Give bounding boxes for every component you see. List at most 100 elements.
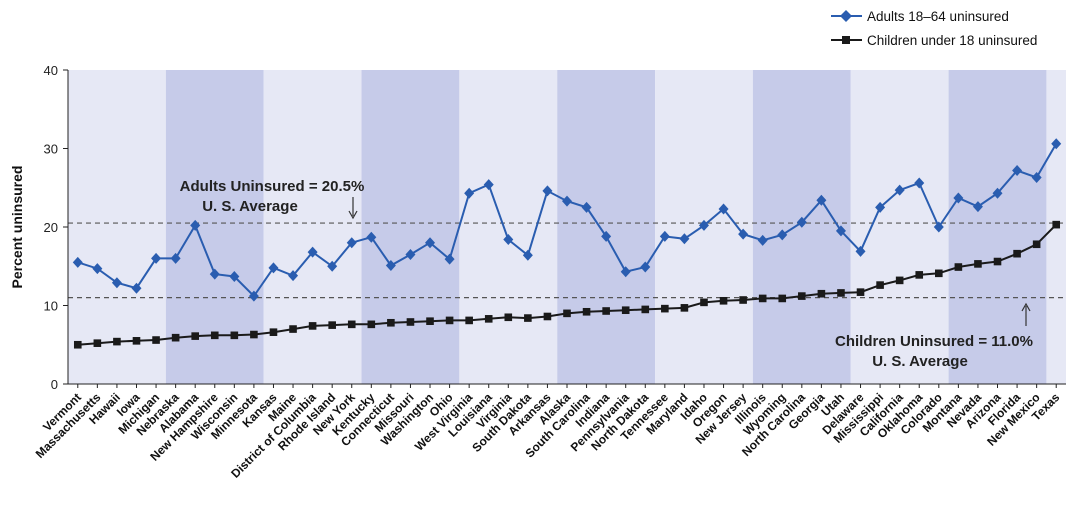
legend-item-children: Children under 18 uninsured [831,33,1037,48]
children-point [328,321,336,329]
axes [63,69,1066,388]
y-tick-label: 10 [44,299,58,314]
y-tick-label: 30 [44,142,58,157]
adults-point [190,219,201,231]
adults-point [816,194,827,206]
children-point [113,337,121,346]
adults-point [483,179,494,191]
adults-point [170,252,181,264]
children-point [798,292,806,300]
background-band [850,70,949,384]
children-point [152,336,160,344]
adults-point [366,231,377,243]
children-point [269,328,278,336]
background-band [263,70,362,384]
y-tick-label: 20 [44,220,58,235]
adults-point [894,184,905,196]
children-point [700,298,708,307]
adults-point [738,228,749,240]
children-point [954,263,963,271]
adults-point [288,270,299,282]
children-point [289,325,297,333]
children-point [132,337,141,345]
adults-point [307,246,318,258]
adults-point [503,234,514,246]
adults-point [229,270,240,282]
children-point [837,289,845,297]
adults-point [464,187,475,199]
children-point [680,304,689,312]
children-point [1032,240,1041,249]
series-adults [72,138,1062,302]
children-point [778,294,787,303]
children-point [582,307,591,316]
x-category-labels: VermontMassachusettsHawaiiIowaMichiganNe… [33,390,1063,481]
children-point [210,331,219,340]
adults-point [92,263,103,275]
children-point [974,260,982,268]
children-point [484,315,493,323]
background-band [68,70,166,384]
adults-point [425,237,436,249]
adults-point [953,192,964,204]
series-layer [72,138,1062,349]
adults-point [972,201,983,213]
adults-point [542,185,553,197]
adults-point [444,253,455,265]
legend-square-icon [842,36,850,44]
adults-point [875,201,886,213]
legend-label-adults: Adults 18–64 uninsured [867,9,1009,24]
children-point [856,288,865,296]
children-point [563,309,571,318]
child-average-annotation: Children Uninsured = 11.0% U. S. Average [835,302,1033,370]
y-tick-label: 40 [44,63,58,78]
child-average-sublabel: U. S. Average [872,353,968,370]
children-point [445,316,454,325]
child-average-label: Children Uninsured = 11.0% [835,333,1033,350]
adults-point [385,259,396,271]
gridlines [68,222,1066,299]
children-point [230,331,239,340]
children-point [308,322,317,330]
adults-point [835,225,846,237]
adults-point [855,245,866,257]
adults-point [640,261,651,273]
children-point [387,318,395,327]
legend-label-children: Children under 18 uninsured [867,33,1037,48]
children-point [465,316,473,325]
adults-point [72,256,83,268]
children-point [935,269,943,278]
series-children [73,220,1061,349]
adults-point [659,230,670,242]
children-point [719,296,728,305]
adults-point [522,249,533,261]
adults-point [1051,138,1062,150]
children-point [504,313,513,322]
adults-point [718,203,729,215]
children-point [73,340,82,349]
adults-point [914,177,925,189]
adult-average-sublabel: U. S. Average [202,198,298,215]
adults-point [1012,164,1023,176]
children-point [93,339,102,347]
children-point [191,332,199,340]
adults-point [209,268,220,280]
adults-point [933,221,944,233]
children-point [641,305,650,314]
y-tick-labels: 0 10 20 30 40 [44,63,58,392]
children-point [406,318,415,326]
child-average-arrowhead [1021,302,1031,312]
children-point [426,317,434,325]
children-point [993,257,1002,266]
background-bands [68,70,1066,384]
background-band [459,70,558,384]
adults-point [777,229,788,241]
adults-point [111,277,122,289]
children-point [661,304,669,313]
adults-point [562,195,572,207]
adults-point [346,237,357,249]
adults-point [601,230,612,242]
children-point [250,330,258,339]
children-point [602,307,610,315]
adults-point [131,282,142,294]
